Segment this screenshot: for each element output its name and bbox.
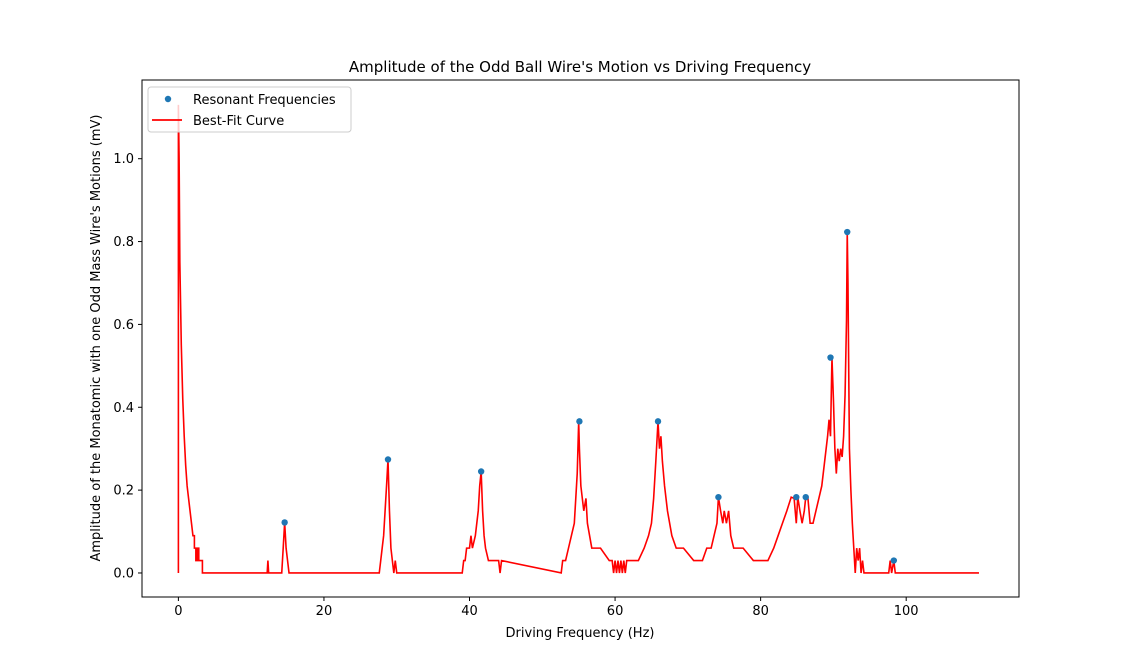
y-axis-label: Amplitude of the Monatomic with one Odd … [89, 114, 104, 561]
resonant-points-layer [281, 228, 898, 564]
resonant-frequency-point [827, 354, 834, 361]
plot-area [141, 79, 1020, 598]
y-tick-label: 0.6 [113, 318, 134, 333]
x-tick-label: 80 [752, 604, 769, 619]
y-tick-label: 0.0 [113, 566, 134, 581]
resonant-frequency-point [654, 418, 662, 425]
resonant-frequency-point [477, 468, 485, 475]
x-tick-label: 20 [316, 604, 333, 619]
legend: Resonant Frequencies Best-Fit Curve [147, 86, 352, 133]
y-axis: 0.0 0.2 0.4 0.6 0.8 1.0 [113, 152, 142, 581]
y-tick-label: 0.8 [113, 235, 134, 250]
x-tick-label: 60 [607, 604, 624, 619]
resonant-frequency-point [890, 557, 898, 564]
x-axis-label: Driving Frequency (Hz) [506, 626, 655, 641]
chart-title: Amplitude of the Odd Ball Wire's Motion … [349, 58, 811, 76]
resonant-frequency-point [844, 228, 851, 236]
y-tick-label: 0.4 [113, 401, 134, 416]
resonant-frequency-point [793, 493, 800, 501]
x-axis: 0 20 40 60 80 100 [174, 597, 919, 619]
resonant-frequency-point [281, 519, 288, 526]
x-tick-label: 0 [174, 604, 182, 619]
y-tick-label: 0.2 [113, 484, 134, 499]
best-fit-curve [177, 104, 979, 574]
resonant-frequency-point [802, 493, 809, 501]
y-tick-label: 1.0 [113, 152, 134, 167]
resonant-frequency-point [715, 493, 722, 501]
resonant-frequency-point [576, 418, 583, 425]
legend-box [147, 86, 352, 133]
x-tick-label: 40 [461, 604, 478, 619]
resonant-frequency-point [384, 456, 392, 463]
legend-label-resonant-frequencies: Resonant Frequencies [193, 93, 336, 108]
best-fit-curve-layer [177, 104, 979, 574]
x-tick-label: 100 [894, 604, 919, 619]
legend-label-best-fit-curve: Best-Fit Curve [193, 114, 284, 129]
legend-marker-resonant-frequencies [164, 95, 172, 103]
